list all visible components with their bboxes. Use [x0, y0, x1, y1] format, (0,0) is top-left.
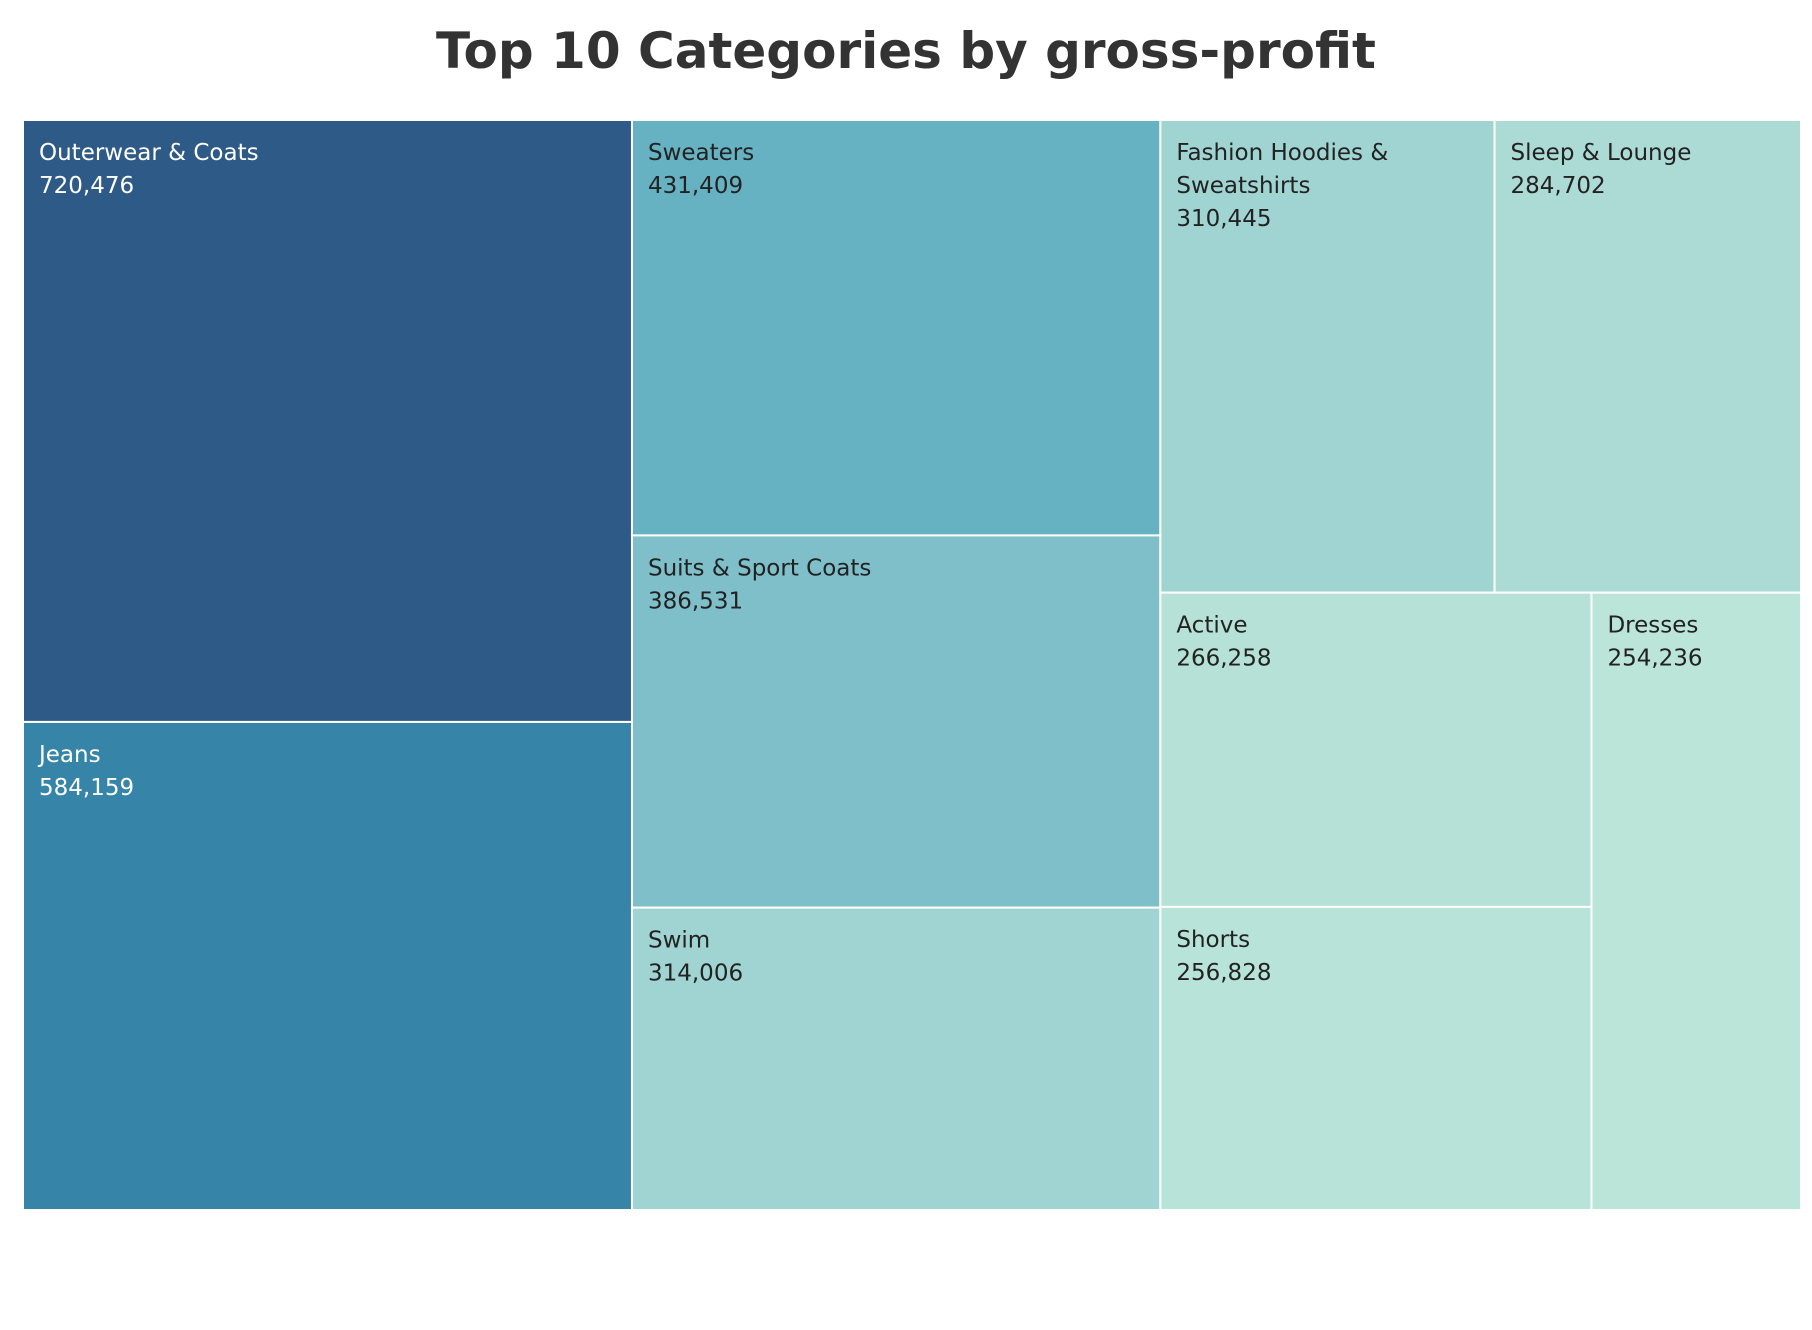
treemap-value-label: 720,476	[39, 173, 134, 199]
treemap-value-label: 431,409	[648, 173, 743, 199]
treemap-rect	[22, 720, 633, 1211]
treemap-value-label: 266,258	[1176, 646, 1271, 672]
treemap-value-label: 256,828	[1176, 960, 1271, 986]
treemap-tile: Jeans 584,159	[22, 720, 633, 1211]
treemap-category-label: Shorts	[1176, 927, 1250, 953]
treemap-rect	[630, 534, 1162, 909]
treemap-category-label: Active	[1176, 613, 1247, 639]
treemap-value-label: 584,159	[39, 775, 134, 801]
treemap-value-label: 254,236	[1607, 646, 1702, 672]
treemap-category-label: Suits & Sport Coats	[648, 555, 871, 581]
treemap-tile: Sleep & Lounge 284,702	[1493, 119, 1802, 594]
treemap-rect	[1590, 591, 1803, 1211]
treemap-rect	[630, 906, 1162, 1212]
treemap-rect	[1159, 119, 1496, 594]
chart-title: Top 10 Categories by gross-profit	[436, 22, 1376, 80]
treemap-tile: Outerwear & Coats 720,476	[22, 119, 633, 723]
treemap-category-label: Swim	[648, 928, 710, 954]
treemap-category-label: Jeans	[37, 742, 101, 768]
treemap-tile: Sweaters 431,409	[630, 119, 1162, 537]
treemap-tile: Fashion Hoodies & Sweatshirts 310,445	[1159, 119, 1496, 594]
treemap-value-label: 310,445	[1176, 206, 1271, 232]
treemap-category-label: Fashion Hoodies & Sweatshirts	[1176, 140, 1388, 199]
treemap-category-label: Sweaters	[648, 140, 754, 166]
treemap-tile: Suits & Sport Coats 386,531	[630, 534, 1162, 909]
treemap-rect	[630, 119, 1162, 537]
treemap-tile: Active 266,258	[1159, 591, 1593, 908]
treemap-category-label: Sleep & Lounge	[1511, 140, 1692, 166]
treemap-category-label: Outerwear & Coats	[39, 140, 259, 166]
treemap-value-label: 284,702	[1511, 173, 1606, 199]
treemap-rect	[1159, 591, 1593, 908]
treemap-value-label: 314,006	[648, 961, 743, 987]
treemap-rect	[22, 119, 633, 723]
treemap-category-label: Dresses	[1607, 613, 1698, 639]
treemap-rect	[1159, 905, 1593, 1211]
treemap-tile: Swim 314,006	[630, 906, 1162, 1212]
treemap-tile: Dresses 254,236	[1590, 591, 1803, 1211]
treemap-value-label: 386,531	[648, 588, 743, 614]
treemap-tile: Shorts 256,828	[1159, 905, 1593, 1211]
